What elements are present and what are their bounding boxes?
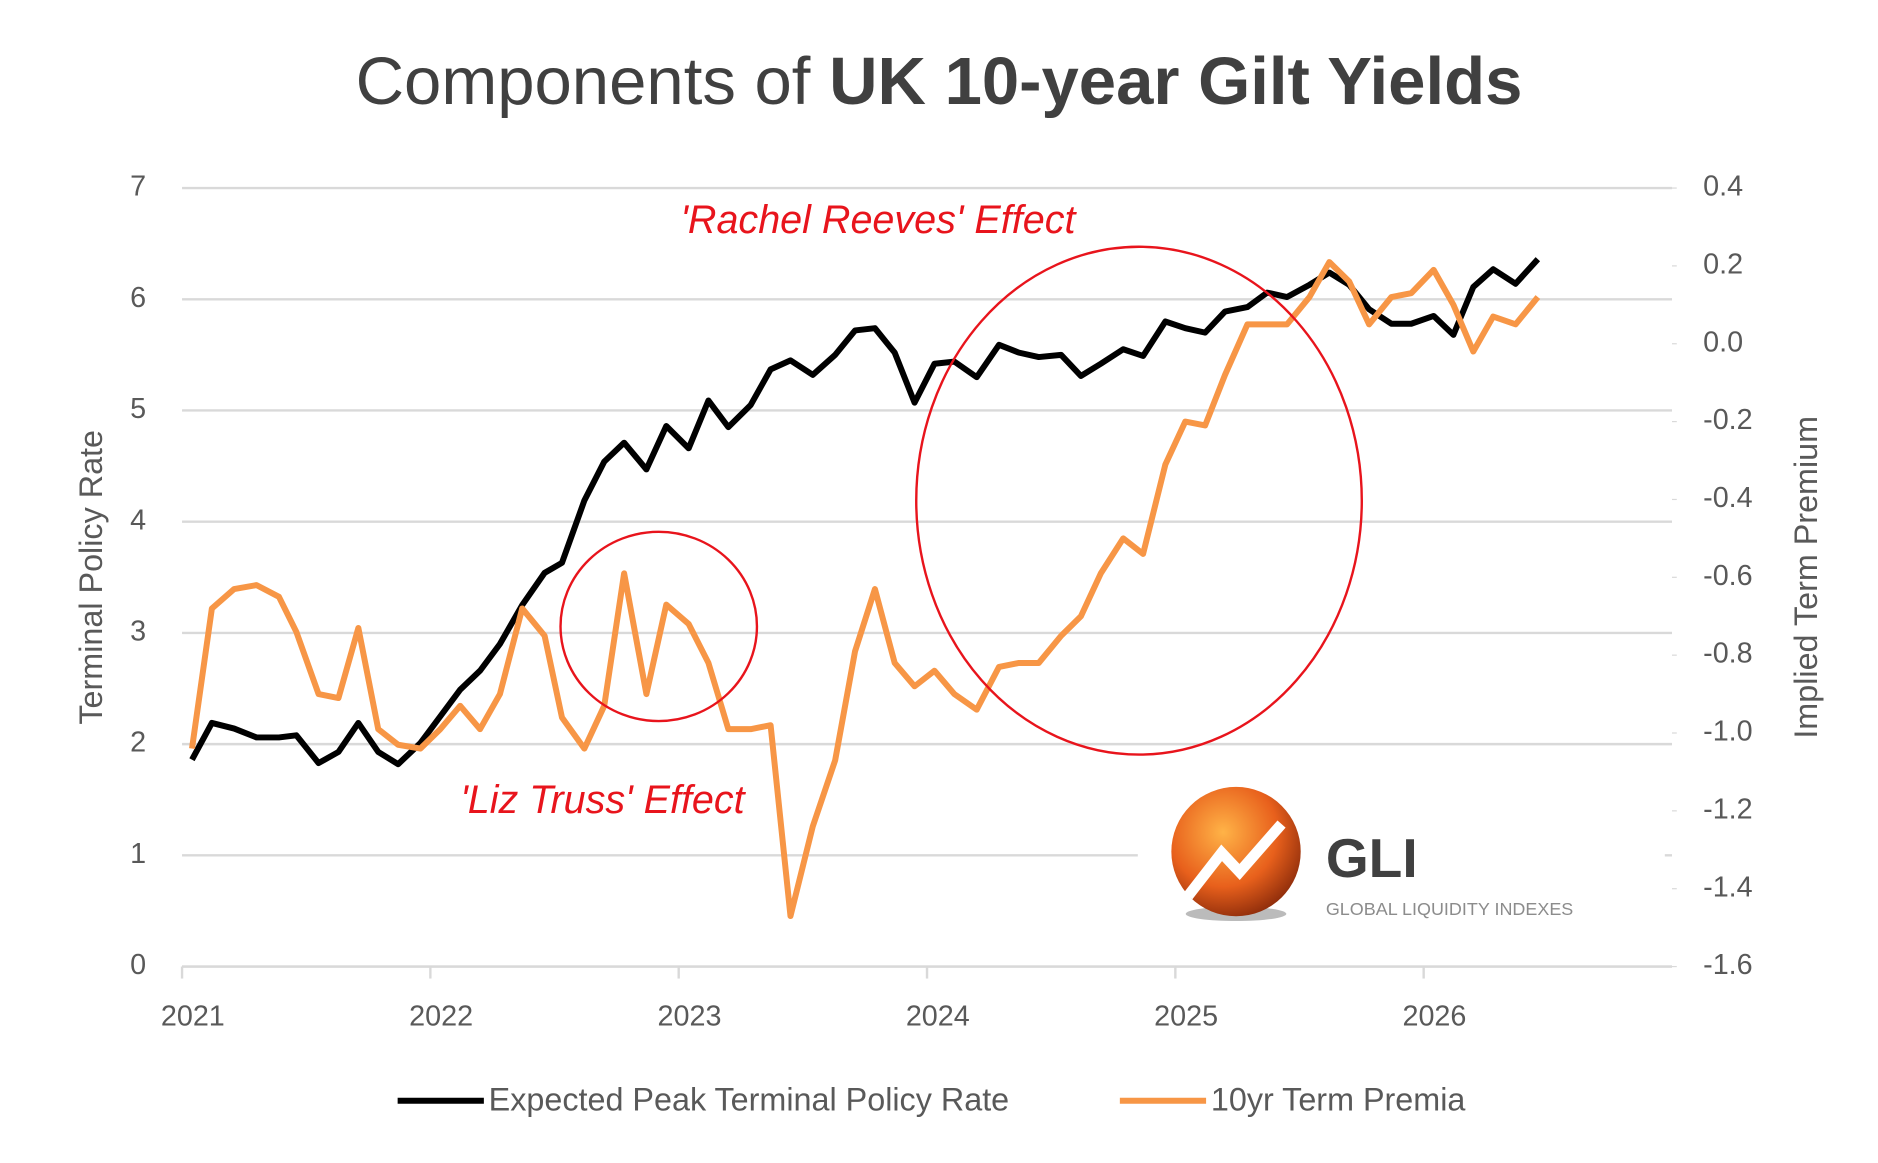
y-tick-label: 1 [130,838,146,870]
y2-tick-label: -0.2 [1703,404,1753,436]
y2-tick-label: -1.0 [1703,716,1753,748]
annotation: 'Rachel Reeves' Effect [680,198,1077,242]
legend: Expected Peak Terminal Policy Rate 10yr T… [397,1081,1466,1117]
x-tick-label: 2026 [1402,1001,1466,1033]
chart-title: Components of UK 10-year Gilt Yields [356,44,1523,119]
x-tick-label: 2024 [906,1001,970,1033]
y2-tick-label: -0.4 [1703,482,1753,514]
y-tick-label: 6 [130,282,146,314]
y2-tick-label: 0.4 [1703,171,1743,203]
title-plain: Components of [356,44,811,119]
logo-name: GLI [1326,827,1418,889]
x-tick-label: 2022 [409,1001,473,1033]
y-tick-label: 4 [130,504,146,536]
annotation: 'Liz Truss' Effect [460,778,746,822]
y2-tick-label: -0.8 [1703,638,1753,670]
legend-label: Expected Peak Terminal Policy Rate [489,1081,1010,1117]
logo-arrow [1183,820,1286,900]
y2-axis-title: Implied Term Premium [1788,416,1824,739]
y-tick-label: 0 [130,949,146,981]
x-tick-label: 2025 [1154,1001,1218,1033]
y2-tick-label: 0.0 [1703,326,1743,358]
title-bold: UK 10-year Gilt Yields [829,44,1522,119]
y2-tick-label: -1.4 [1703,871,1753,903]
grid: 0 1 2 3 4 5 6 7 -1.6 -1.4 -1.2 -1.0 -0.8 -0.6 -0.4 -0.2… [130,171,1753,1033]
y-tick-label: 5 [130,393,146,425]
logo-tagline: GLOBAL LIQUIDITY INDEXES [1326,899,1573,919]
y2-tick-label: -1.6 [1703,949,1753,981]
y2-tick-label: 0.2 [1703,248,1743,280]
y-tick-label: 7 [130,171,146,203]
x-tick-label: 2021 [161,1001,225,1033]
x-tick-label: 2023 [658,1001,722,1033]
legend-label: 10yr Term Premia [1211,1081,1466,1117]
truss-circle [559,530,759,723]
logo: GLI GLOBAL LIQUIDITY INDEXES [1137,778,1665,935]
y-tick-label: 2 [130,727,146,759]
reeves-circle [915,245,1363,756]
plot-lines [189,257,1541,920]
y-tick-label: 3 [130,616,146,648]
series-line [189,259,1541,920]
y2-tick-label: -1.2 [1703,793,1753,825]
y2-tick-label: -0.6 [1703,560,1753,592]
y-axis-title: Terminal Policy Rate [73,430,109,725]
